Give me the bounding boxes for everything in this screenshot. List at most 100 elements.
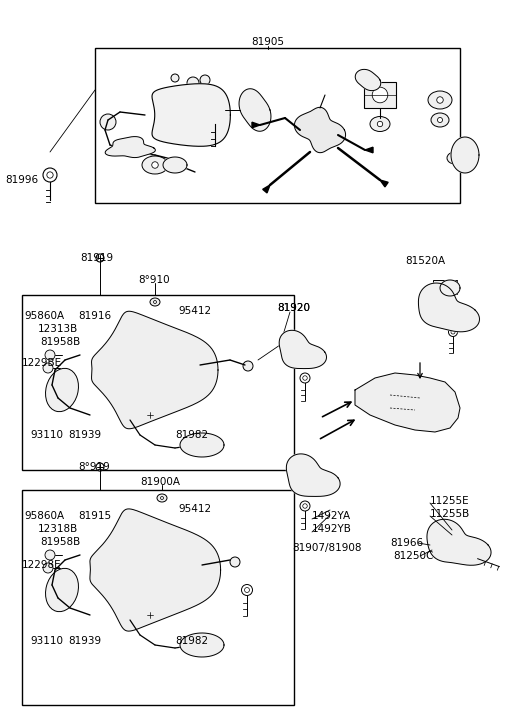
Polygon shape — [163, 157, 187, 173]
Text: 11255E: 11255E — [430, 496, 469, 506]
Text: 95860A: 95860A — [24, 511, 64, 521]
Text: 81996: 81996 — [5, 175, 38, 185]
Text: 81920: 81920 — [277, 303, 310, 313]
Bar — [433, 280, 457, 294]
Text: 93110: 93110 — [30, 430, 63, 440]
Text: 12313B: 12313B — [38, 324, 78, 334]
Text: 12298E: 12298E — [22, 560, 62, 570]
Ellipse shape — [370, 116, 390, 132]
Bar — [95, 48, 460, 203]
Polygon shape — [91, 311, 218, 429]
Circle shape — [117, 540, 133, 556]
Circle shape — [96, 463, 104, 471]
Text: 81919: 81919 — [80, 253, 113, 263]
Circle shape — [145, 410, 155, 420]
Text: 81916: 81916 — [78, 311, 111, 321]
Text: 81982: 81982 — [175, 430, 208, 440]
Text: 81982: 81982 — [175, 636, 208, 646]
Circle shape — [433, 533, 447, 547]
Circle shape — [438, 118, 442, 123]
Circle shape — [153, 300, 157, 303]
Text: 81900A: 81900A — [140, 477, 180, 487]
Circle shape — [378, 121, 383, 126]
Circle shape — [300, 501, 310, 511]
Text: 95860A: 95860A — [24, 311, 64, 321]
Text: 81939: 81939 — [68, 636, 101, 646]
Polygon shape — [451, 137, 479, 173]
Circle shape — [100, 114, 116, 130]
Ellipse shape — [150, 298, 160, 306]
Polygon shape — [355, 373, 460, 432]
Circle shape — [120, 360, 150, 390]
Polygon shape — [418, 283, 479, 332]
Circle shape — [43, 563, 53, 573]
Polygon shape — [294, 108, 346, 153]
Circle shape — [303, 504, 307, 508]
Circle shape — [372, 87, 388, 103]
Circle shape — [244, 587, 250, 593]
Bar — [22, 295, 294, 470]
Text: 81915: 81915 — [78, 511, 111, 521]
Text: 8°919: 8°919 — [78, 462, 110, 472]
Polygon shape — [440, 280, 460, 296]
Bar — [22, 490, 294, 705]
Circle shape — [171, 74, 179, 82]
Circle shape — [43, 363, 53, 373]
Circle shape — [45, 550, 55, 560]
Bar — [364, 82, 396, 108]
Ellipse shape — [431, 113, 449, 127]
Circle shape — [96, 254, 104, 262]
Polygon shape — [427, 519, 491, 566]
Text: 81905: 81905 — [252, 37, 285, 47]
Circle shape — [243, 361, 253, 371]
Text: 81920: 81920 — [277, 303, 310, 313]
Circle shape — [303, 376, 307, 380]
Circle shape — [300, 373, 310, 383]
Text: 81907/81908: 81907/81908 — [292, 543, 362, 553]
Polygon shape — [355, 69, 381, 91]
Text: 11255B: 11255B — [430, 509, 470, 519]
Circle shape — [187, 77, 199, 89]
Polygon shape — [90, 509, 220, 631]
Polygon shape — [105, 137, 156, 158]
Circle shape — [210, 113, 220, 124]
Polygon shape — [180, 433, 224, 457]
Polygon shape — [263, 185, 270, 193]
Circle shape — [436, 401, 444, 409]
Circle shape — [453, 156, 457, 160]
Circle shape — [160, 497, 164, 499]
Circle shape — [47, 172, 53, 178]
Circle shape — [120, 560, 150, 590]
Text: 81520A: 81520A — [405, 256, 445, 266]
Text: 1492YA: 1492YA — [312, 511, 351, 521]
Text: 81939: 81939 — [68, 430, 101, 440]
Circle shape — [449, 327, 458, 337]
Circle shape — [45, 350, 55, 360]
Polygon shape — [365, 147, 373, 153]
Text: 95412: 95412 — [178, 306, 211, 316]
Polygon shape — [239, 89, 271, 132]
Circle shape — [324, 136, 332, 144]
Ellipse shape — [157, 494, 167, 502]
Text: 1229BE: 1229BE — [22, 358, 62, 368]
Polygon shape — [152, 84, 230, 146]
Ellipse shape — [428, 91, 452, 109]
Ellipse shape — [46, 569, 79, 611]
Polygon shape — [180, 633, 224, 657]
Circle shape — [145, 610, 155, 620]
Text: 93110: 93110 — [30, 636, 63, 646]
Polygon shape — [279, 330, 327, 369]
Text: 81958B: 81958B — [40, 537, 80, 547]
Circle shape — [200, 75, 210, 85]
Circle shape — [117, 342, 133, 358]
Circle shape — [43, 168, 57, 182]
Text: 81250C: 81250C — [393, 551, 433, 561]
Circle shape — [471, 555, 475, 559]
Circle shape — [451, 330, 455, 334]
Ellipse shape — [447, 152, 463, 164]
Circle shape — [230, 557, 240, 567]
Polygon shape — [286, 454, 340, 497]
Text: 1492YB: 1492YB — [312, 524, 352, 534]
Ellipse shape — [46, 369, 79, 411]
Polygon shape — [380, 180, 388, 187]
